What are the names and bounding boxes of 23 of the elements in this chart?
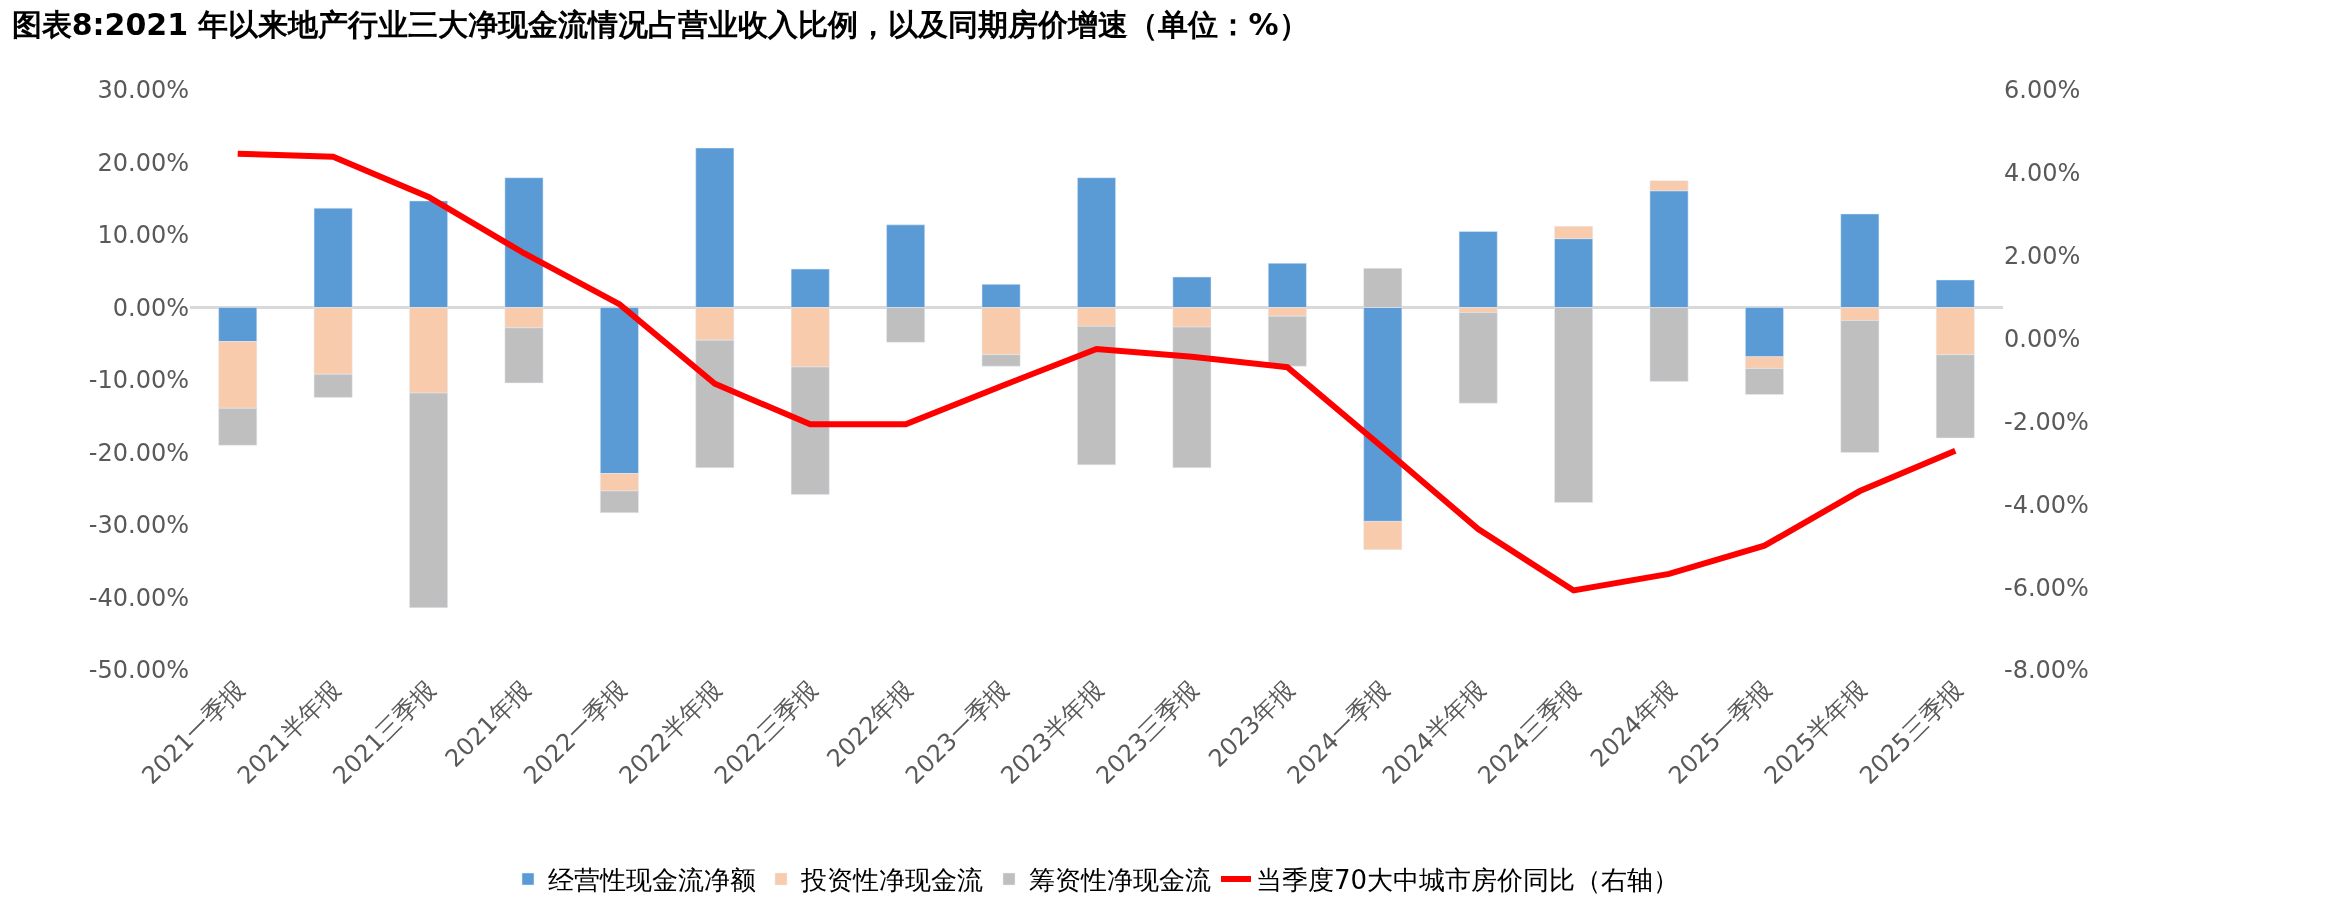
y2-tick-label: 6.00% bbox=[2004, 76, 2081, 105]
y-tick-label: -30.00% bbox=[88, 511, 189, 540]
y-tick-label: 20.00% bbox=[97, 148, 189, 177]
legend-label: 当季度70大中城市房价同比（右轴） bbox=[1256, 865, 1680, 896]
bar bbox=[1458, 231, 1498, 308]
chart-title: 图表8:2021 年以来地产行业三大净现金流情况占营业收入比例，以及同期房价增速（单位：%） bbox=[11, 6, 1309, 42]
y-tick-label: -50.00% bbox=[88, 656, 189, 685]
y2-tick-label: 4.00% bbox=[2004, 159, 2081, 188]
y2-tick-label: 0.00% bbox=[2004, 324, 2081, 353]
y2-tick-label: -2.00% bbox=[2004, 407, 2089, 436]
y2-tick-label: -4.00% bbox=[2004, 490, 2089, 519]
y-tick-label: -20.00% bbox=[88, 438, 189, 467]
y-tick-label: 10.00% bbox=[97, 221, 189, 250]
legend-label: 筹资性净现金流 bbox=[1029, 865, 1211, 896]
y-tick-label: 0.00% bbox=[112, 293, 189, 322]
y2-tick-label: -8.00% bbox=[2004, 656, 2089, 685]
y-tick-label: -40.00% bbox=[88, 583, 189, 612]
y2-tick-label: -6.00% bbox=[2004, 573, 2089, 602]
legend-label: 投资性净现金流 bbox=[800, 865, 983, 896]
y-tick-label: -10.00% bbox=[88, 366, 189, 395]
legend-label: 经营性现金流净额 bbox=[548, 865, 756, 896]
y-tick-label: 30.00% bbox=[97, 76, 189, 105]
y2-tick-label: 2.00% bbox=[2004, 242, 2081, 271]
